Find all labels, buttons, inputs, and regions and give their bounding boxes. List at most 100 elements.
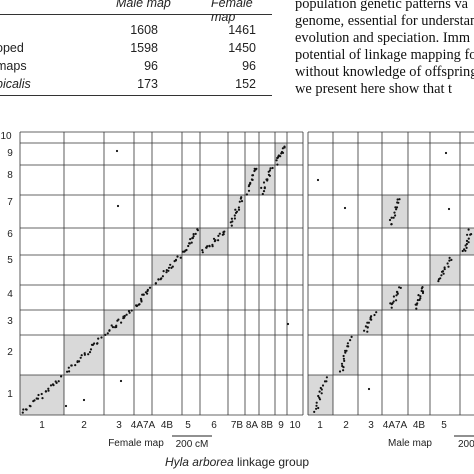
highlight-cell <box>408 285 430 310</box>
marker-dot <box>398 198 401 201</box>
marker-dot <box>29 405 32 408</box>
marker-dot <box>398 286 401 289</box>
figure-caption: Hyla arborea linkage group <box>0 455 474 469</box>
marker-dot <box>192 233 195 236</box>
marker-dot <box>237 208 241 211</box>
y-tick-label: 5 <box>7 255 13 266</box>
marker-dot <box>367 321 370 324</box>
marker-dot <box>415 307 418 310</box>
marker-dot <box>464 244 467 247</box>
marker-dots <box>313 151 473 413</box>
marker-dot <box>22 408 25 411</box>
marker-dot <box>313 410 316 413</box>
x-tick-label: 2 <box>81 420 87 431</box>
marker-dot <box>74 364 77 367</box>
marker-dot <box>465 239 469 242</box>
marker-dot <box>315 401 318 404</box>
marker-dot <box>276 163 279 166</box>
marker-dot <box>247 189 251 192</box>
caption-species: Hyla arborea <box>164 455 234 469</box>
x-tick-label: 8A <box>246 420 259 431</box>
marker-dot <box>366 326 369 329</box>
marker-dot <box>269 167 272 170</box>
marker-dot <box>87 353 90 356</box>
y-tick-label: 2 <box>7 347 13 358</box>
marker-dot <box>439 277 442 280</box>
marker-dot <box>392 300 395 303</box>
y-tick-label: 9 <box>7 148 13 159</box>
x-tick-label: 5 <box>185 420 191 431</box>
marker-dot <box>174 259 177 262</box>
marker-dot <box>64 404 68 408</box>
marker-dot <box>36 397 40 400</box>
scale-bar-label: 200 <box>458 439 474 450</box>
marker-dot <box>343 206 347 210</box>
marker-dot <box>467 237 470 240</box>
marker-dot <box>396 201 399 204</box>
marker-dot <box>161 275 164 278</box>
marker-dot <box>392 216 395 219</box>
marker-dot <box>370 315 373 318</box>
marker-dot <box>128 311 131 314</box>
marker-dot <box>135 304 138 308</box>
marker-dot <box>142 293 145 296</box>
marker-dot <box>100 336 103 339</box>
table-row-label: picalis <box>0 77 31 91</box>
marker-dot <box>249 181 252 184</box>
marker-dot <box>366 321 369 324</box>
marker-dot <box>88 351 92 354</box>
marker-dot <box>138 303 141 306</box>
marker-dot <box>93 342 96 345</box>
y-tick-labels: 1 2 3 4 5 6 7 8 9 10 <box>0 131 13 400</box>
highlight-cell <box>382 285 408 310</box>
diagonal-highlights <box>20 143 287 415</box>
marker-dot <box>130 309 133 312</box>
marker-dot <box>148 286 152 289</box>
marker-dot <box>466 233 469 236</box>
marker-dot <box>394 214 397 217</box>
marker-dot <box>67 366 70 369</box>
marker-dot <box>201 251 204 254</box>
marker-dot <box>230 217 233 220</box>
marker-dot <box>268 169 271 172</box>
marker-dot <box>342 369 345 372</box>
marker-dot <box>185 248 188 252</box>
female-male-dotplot: 1 2 3 4 5 6 7 8 9 10 1 2 3 4A7A 4B 5 6 7… <box>0 131 304 450</box>
marker-dot <box>104 333 107 336</box>
x-tick-label: 4A7A <box>383 420 408 431</box>
table-row: 1608 1461 <box>0 23 272 41</box>
marker-dot <box>83 353 86 356</box>
y-tick-label: 1 <box>7 389 13 400</box>
marker-dot <box>234 208 237 211</box>
marker-dot <box>465 242 468 246</box>
marker-dot <box>167 269 170 272</box>
marker-dot <box>111 326 115 329</box>
marker-dot <box>396 198 399 201</box>
table-cell-female: 152 <box>235 77 256 91</box>
marker-dot <box>416 302 419 305</box>
marker-dot <box>443 268 446 271</box>
marker-dots <box>21 145 290 414</box>
body-text-line: we present here show that t <box>295 81 453 97</box>
y-tick-label: 6 <box>7 229 13 240</box>
marker-dot <box>44 390 48 393</box>
marker-dot <box>396 291 399 294</box>
marker-dot <box>416 299 419 302</box>
marker-dot <box>115 324 118 327</box>
marker-dot <box>233 217 236 220</box>
marker-dot <box>217 239 220 242</box>
marker-dot <box>318 390 321 393</box>
highlight-cell <box>358 310 382 335</box>
marker-dot <box>162 270 165 273</box>
marker-dot <box>47 389 50 392</box>
marker-dot <box>212 237 216 240</box>
table-row-label: maps <box>0 59 27 73</box>
marker-dot <box>463 248 466 251</box>
marker-dot <box>325 376 328 379</box>
marker-dot <box>448 259 451 262</box>
marker-dot <box>119 379 123 383</box>
marker-dot <box>286 322 290 326</box>
marker-dot <box>346 345 349 348</box>
marker-dot <box>315 407 318 410</box>
